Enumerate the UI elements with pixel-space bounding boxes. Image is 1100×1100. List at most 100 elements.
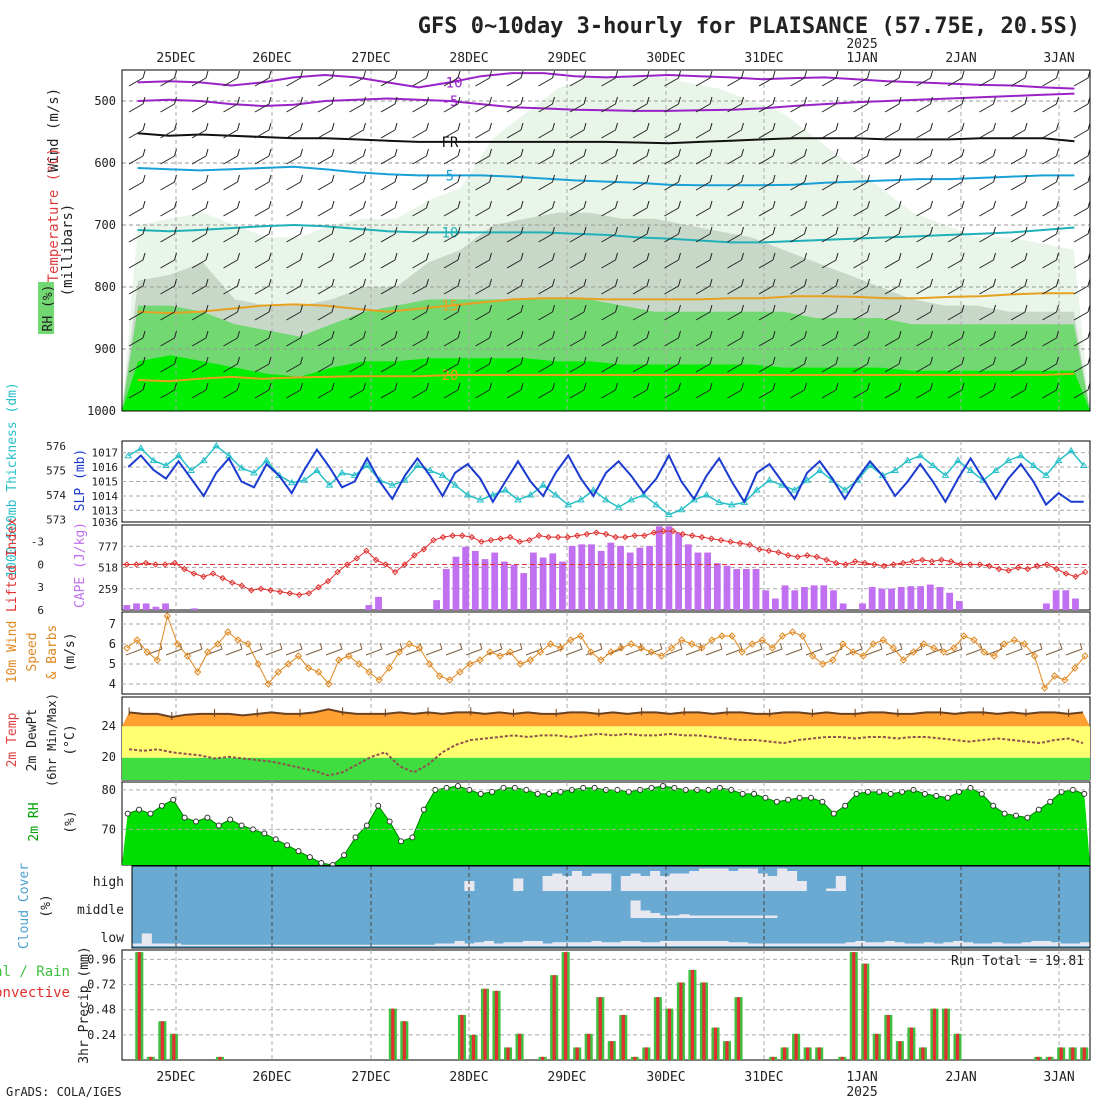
- thickness-point: [928, 461, 937, 469]
- cloud-bar-high: [757, 873, 768, 891]
- wind10-barb-flag: [519, 642, 523, 650]
- cloud-bar-low: [327, 944, 338, 946]
- wind-barb-shaft: [128, 181, 144, 191]
- cloud-bar-high: [708, 868, 719, 891]
- wind10-point: [677, 636, 686, 644]
- wind-barb-shaft: [601, 389, 616, 399]
- cloud-bar-high: [630, 873, 641, 891]
- wind10-barb-flag: [939, 642, 943, 650]
- wind-barb: [538, 70, 555, 87]
- wind-barb: [475, 226, 492, 243]
- wind-barb: [317, 70, 335, 87]
- wind-barb: [632, 200, 650, 217]
- li-point: [487, 536, 495, 544]
- cloud-bar-low: [278, 944, 289, 946]
- wind10-point: [123, 644, 131, 652]
- wind-barb: [538, 174, 555, 191]
- cloud-bar-low: [503, 942, 514, 946]
- wind-barb-flag: [1056, 96, 1059, 105]
- li-point: [382, 561, 389, 568]
- rh2m-point: [227, 816, 234, 823]
- wind-barb-flag: [646, 382, 650, 391]
- wind-barb-flag: [268, 226, 272, 235]
- wind-barb: [128, 96, 146, 113]
- cape-bar: [810, 585, 818, 610]
- wind-barb-shaft: [821, 337, 837, 347]
- wind-barb-shaft: [286, 233, 301, 243]
- wind-barb: [1042, 304, 1059, 321]
- rh-panel-tick-label: 70: [102, 822, 116, 836]
- wind10-barb-flag: [819, 642, 823, 650]
- wind-barb-shaft: [664, 389, 679, 399]
- cape-bar: [772, 598, 779, 610]
- isotherm-label: 20: [441, 368, 458, 384]
- wind-barb-flag: [615, 174, 618, 183]
- wind-barb: [853, 252, 870, 269]
- li-point: [689, 532, 696, 539]
- wind-barb-flag: [142, 122, 146, 131]
- rh2m-point: [375, 802, 382, 809]
- wind-barb: [790, 356, 807, 373]
- wind-barb: [758, 122, 776, 139]
- thickness-point: [526, 491, 535, 498]
- wind-barb-shaft: [790, 103, 805, 113]
- legend-convective: Convective: [0, 985, 70, 1001]
- cloud-bar-low: [1002, 943, 1013, 946]
- wind-barb: [758, 148, 776, 165]
- wind-barb: [538, 304, 555, 321]
- cloud-bar-middle: [689, 915, 700, 918]
- wind-barb: [412, 96, 429, 113]
- wind-barb-flag: [489, 96, 492, 105]
- wind-barb-shaft: [758, 389, 774, 399]
- wind-barb-flag: [898, 122, 902, 131]
- wind-barb: [317, 382, 335, 399]
- wind-barb: [380, 330, 398, 347]
- wind-barb-flag: [457, 148, 461, 157]
- wind-barb-shaft: [884, 363, 900, 373]
- wind-barb: [916, 96, 933, 113]
- li-point: [660, 527, 667, 535]
- wind-barb-flag: [678, 304, 681, 313]
- wind-barb-flag: [709, 174, 713, 183]
- rh2m-point: [1024, 814, 1031, 821]
- wind-barb-flag: [961, 382, 965, 391]
- wind-barb-flag: [961, 304, 965, 313]
- wind-barb: [191, 96, 209, 113]
- wind-barb-flag: [520, 96, 524, 105]
- rh2m-point: [181, 814, 188, 821]
- rh2m-point: [238, 822, 245, 829]
- cloud-frame: [131, 865, 1091, 949]
- wind-barb: [443, 304, 461, 321]
- cloud-bar-low: [298, 944, 309, 946]
- wind-barb-flag: [174, 304, 177, 313]
- wind-barb: [475, 70, 492, 87]
- wind-barb: [821, 304, 839, 321]
- wind-barb-flag: [615, 304, 618, 313]
- wind-barb-shaft: [538, 77, 553, 87]
- wind10-point: [728, 632, 736, 640]
- wind10-point: [355, 660, 363, 668]
- thickness-point: [916, 451, 925, 459]
- wind-barb-shaft: [1010, 129, 1026, 139]
- li-axis-label: Lifted Index: [5, 518, 20, 612]
- wind-barb-flag: [426, 200, 429, 209]
- wind-barb-shaft: [758, 77, 774, 87]
- rh2m-point: [557, 788, 564, 795]
- wind10-point: [496, 652, 504, 660]
- wind-barb: [758, 70, 776, 87]
- rh2m-point: [773, 798, 780, 805]
- rh2m-point: [546, 790, 553, 797]
- wind-barb-flag: [300, 122, 303, 131]
- thickness-point: [576, 495, 585, 503]
- dew-line: [128, 732, 1084, 777]
- rh2m-point: [671, 784, 678, 791]
- wind10-barb: [785, 642, 803, 656]
- wind10-barb-shaft: [465, 648, 483, 656]
- date-label-bottom: 31DEC: [744, 1070, 783, 1085]
- wind-barb-shaft: [569, 363, 585, 373]
- cape-bar: [801, 587, 808, 610]
- wind-barb-shaft: [223, 389, 238, 399]
- wind-barb-shaft: [1073, 311, 1089, 321]
- precip-bar-convective: [633, 1056, 637, 1060]
- wind-barb-flag: [1024, 70, 1028, 79]
